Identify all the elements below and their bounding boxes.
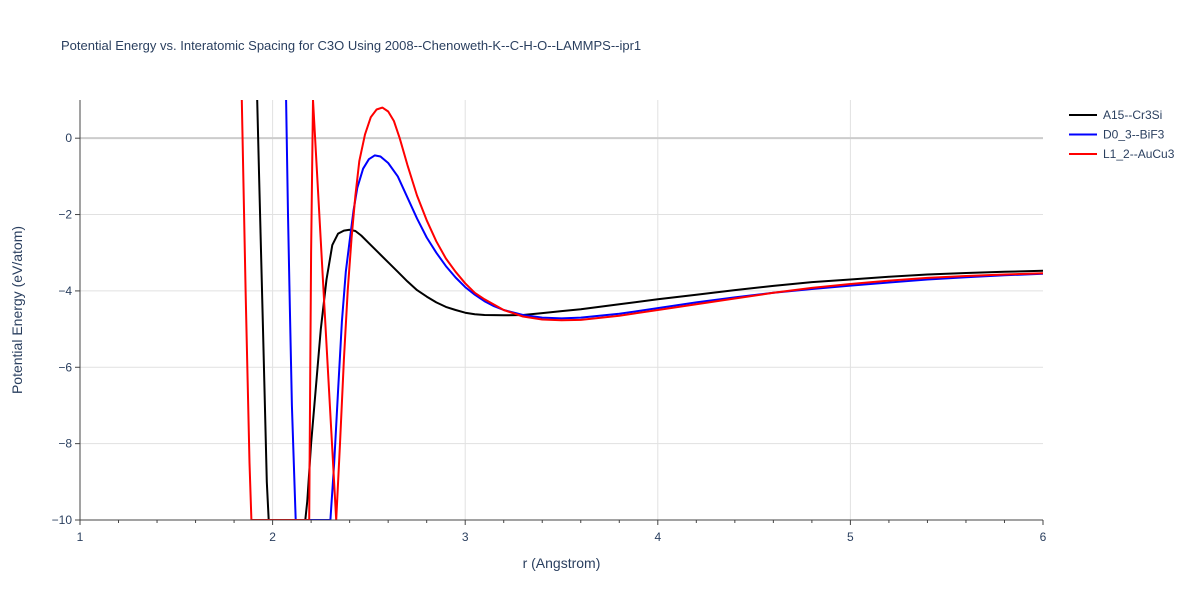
y-tick-label: −2 (58, 208, 72, 222)
legend-label: A15--Cr3Si (1103, 108, 1162, 122)
x-tick-label: 3 (462, 530, 469, 544)
x-tick-label: 5 (847, 530, 854, 544)
y-axis-ticks: −10 −8 −6 −4 −2 0 (52, 131, 80, 527)
legend[interactable]: A15--Cr3Si D0_3--BiF3 L1_2--AuCu3 (1069, 108, 1175, 161)
x-tick-label: 1 (77, 530, 84, 544)
series-line-0 (256, 100, 1043, 520)
y-tick-label: 0 (65, 131, 72, 145)
legend-item-2[interactable]: L1_2--AuCu3 (1069, 147, 1175, 161)
x-axis-title: r (Angstrom) (523, 555, 601, 571)
x-tick-label: 6 (1040, 530, 1047, 544)
legend-item-1[interactable]: D0_3--BiF3 (1069, 128, 1165, 142)
y-tick-label: −8 (58, 437, 72, 451)
x-tick-label: 4 (654, 530, 661, 544)
y-tick-label: −4 (58, 284, 72, 298)
x-tick-label: 2 (269, 530, 276, 544)
grid (80, 100, 1043, 520)
legend-item-0[interactable]: A15--Cr3Si (1069, 108, 1162, 122)
legend-label: L1_2--AuCu3 (1103, 147, 1175, 161)
chart-title: Potential Energy vs. Interatomic Spacing… (61, 38, 641, 53)
y-tick-label: −6 (58, 360, 72, 374)
series-line-2 (240, 100, 1043, 520)
series-lines (240, 100, 1043, 520)
y-axis-title: Potential Energy (eV/atom) (9, 226, 25, 394)
x-axis-ticks: 1 2 3 4 5 6 (77, 520, 1047, 544)
legend-label: D0_3--BiF3 (1103, 128, 1165, 142)
y-tick-label: −10 (52, 513, 73, 527)
